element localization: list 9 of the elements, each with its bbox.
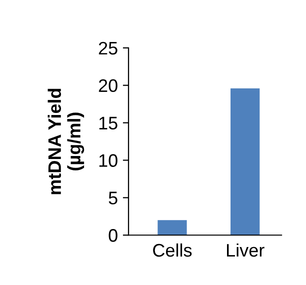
y-tick-label: 20 bbox=[98, 79, 118, 92]
y-tick-label: 10 bbox=[99, 154, 118, 167]
y-axis-title: mtDNA Yield (µg/ml) bbox=[48, 88, 84, 194]
x-tick-label: Cells bbox=[153, 243, 192, 257]
x-tick-label: Liver bbox=[227, 243, 264, 257]
y-tick-label: 25 bbox=[98, 42, 118, 55]
y-tick-label: 15 bbox=[99, 116, 118, 130]
y-tick-label: 0 bbox=[108, 229, 118, 242]
y-tick-label: 5 bbox=[108, 192, 118, 204]
